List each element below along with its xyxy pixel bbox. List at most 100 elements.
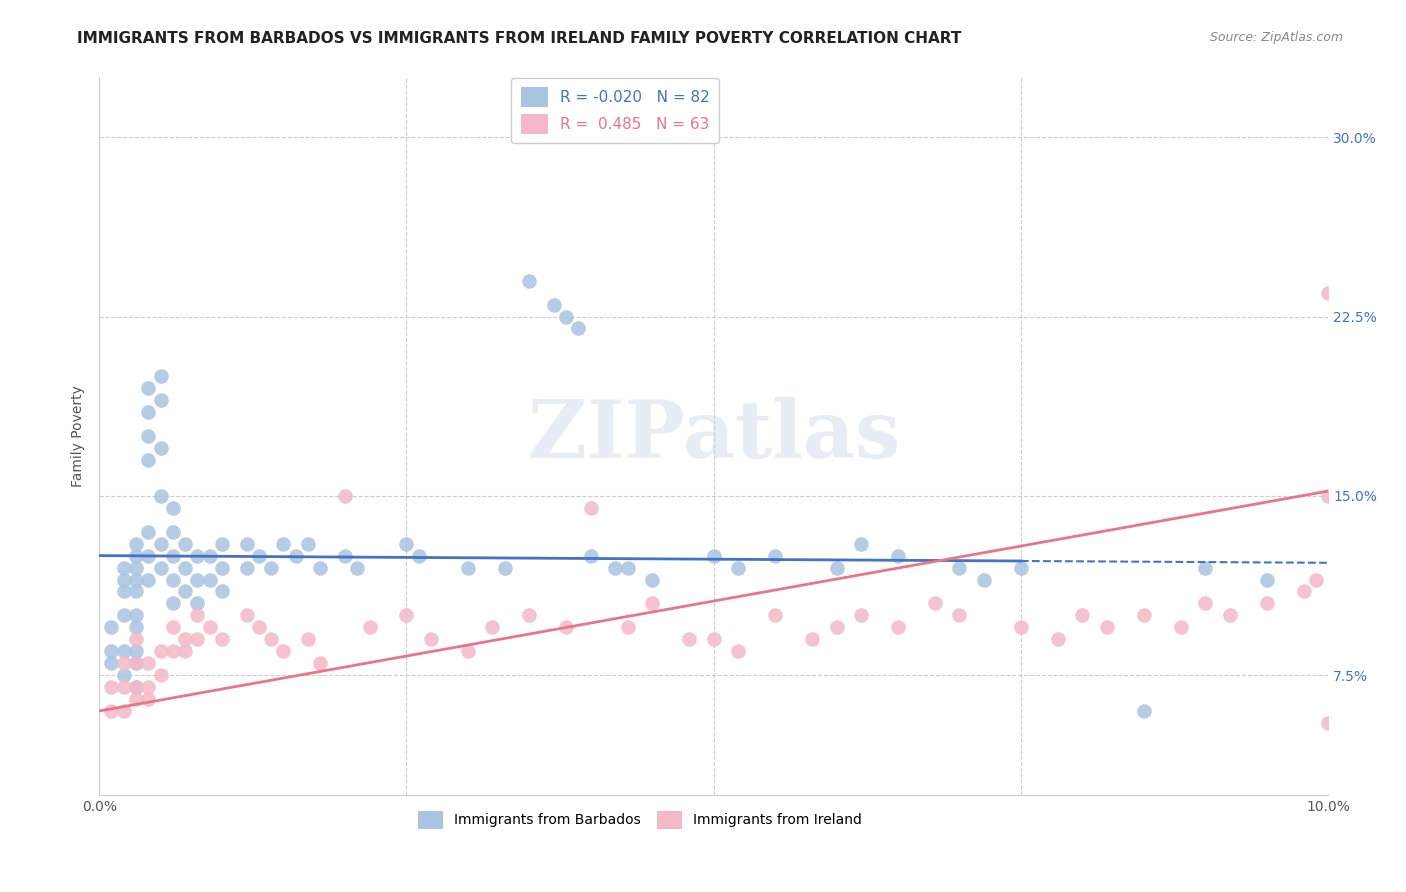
Point [703, 549, 725, 563]
Point [1292, 584, 1315, 599]
Point [211, 632, 233, 647]
Point [346, 560, 368, 574]
Point [149, 560, 172, 574]
Point [235, 608, 257, 623]
Point [567, 321, 589, 335]
Point [186, 549, 208, 563]
Point [174, 560, 197, 574]
Point [125, 632, 148, 647]
Point [162, 644, 184, 658]
Point [125, 680, 148, 694]
Point [297, 632, 319, 647]
Point [641, 596, 664, 610]
Point [174, 536, 197, 550]
Text: IMMIGRANTS FROM BARBADOS VS IMMIGRANTS FROM IRELAND FAMILY POVERTY CORRELATION C: IMMIGRANTS FROM BARBADOS VS IMMIGRANTS F… [77, 31, 962, 46]
Point [136, 524, 159, 539]
Point [162, 620, 184, 634]
Point [174, 632, 197, 647]
Text: Source: ZipAtlas.com: Source: ZipAtlas.com [1209, 31, 1343, 45]
Point [260, 632, 283, 647]
Point [235, 560, 257, 574]
Point [174, 584, 197, 599]
Point [1046, 632, 1069, 647]
Point [100, 644, 122, 658]
Point [1219, 608, 1241, 623]
Point [605, 560, 627, 574]
Point [1010, 620, 1032, 634]
Point [125, 573, 148, 587]
Point [235, 536, 257, 550]
Point [186, 632, 208, 647]
Point [297, 536, 319, 550]
Point [112, 704, 135, 718]
Point [149, 536, 172, 550]
Point [1194, 560, 1216, 574]
Point [678, 632, 700, 647]
Point [136, 453, 159, 467]
Point [149, 369, 172, 384]
Point [408, 549, 430, 563]
Y-axis label: Family Poverty: Family Poverty [72, 385, 86, 487]
Point [112, 668, 135, 682]
Point [763, 549, 786, 563]
Point [973, 573, 995, 587]
Point [125, 608, 148, 623]
Point [211, 584, 233, 599]
Point [136, 549, 159, 563]
Point [100, 657, 122, 671]
Point [186, 573, 208, 587]
Legend: Immigrants from Barbados, Immigrants from Ireland: Immigrants from Barbados, Immigrants fro… [412, 805, 868, 834]
Point [616, 560, 638, 574]
Point [162, 524, 184, 539]
Point [517, 608, 540, 623]
Point [136, 680, 159, 694]
Point [579, 500, 602, 515]
Point [555, 310, 578, 324]
Point [211, 536, 233, 550]
Point [457, 560, 479, 574]
Point [333, 549, 356, 563]
Point [149, 489, 172, 503]
Point [125, 680, 148, 694]
Point [100, 680, 122, 694]
Point [727, 644, 749, 658]
Point [162, 573, 184, 587]
Point [125, 620, 148, 634]
Point [273, 536, 295, 550]
Point [825, 620, 848, 634]
Point [309, 560, 332, 574]
Point [555, 620, 578, 634]
Point [849, 608, 872, 623]
Point [136, 573, 159, 587]
Point [260, 560, 283, 574]
Point [517, 274, 540, 288]
Point [174, 644, 197, 658]
Point [481, 620, 503, 634]
Point [887, 620, 910, 634]
Point [763, 608, 786, 623]
Point [420, 632, 443, 647]
Point [641, 573, 664, 587]
Point [186, 596, 208, 610]
Point [703, 632, 725, 647]
Point [162, 500, 184, 515]
Point [198, 573, 221, 587]
Point [849, 536, 872, 550]
Point [1010, 560, 1032, 574]
Point [1133, 704, 1156, 718]
Point [112, 608, 135, 623]
Point [1317, 285, 1340, 300]
Point [948, 560, 970, 574]
Point [1256, 596, 1278, 610]
Point [198, 549, 221, 563]
Point [887, 549, 910, 563]
Point [112, 573, 135, 587]
Point [149, 668, 172, 682]
Point [136, 405, 159, 419]
Point [125, 657, 148, 671]
Point [457, 644, 479, 658]
Point [211, 560, 233, 574]
Point [1071, 608, 1094, 623]
Point [309, 657, 332, 671]
Point [273, 644, 295, 658]
